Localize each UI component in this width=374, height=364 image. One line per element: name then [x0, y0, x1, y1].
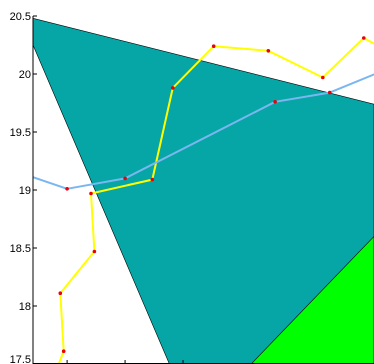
series-1-point — [92, 249, 97, 254]
series-1-point — [266, 49, 271, 53]
y-tick-label: 18.5 — [10, 243, 31, 255]
series-1-point — [171, 86, 175, 90]
filled-regions — [33, 17, 374, 364]
data-series — [24, 36, 374, 364]
y-tick-label: 19 — [19, 185, 31, 197]
series-1-point — [321, 75, 325, 80]
y-tick-label: 17.5 — [10, 354, 31, 364]
teal-region — [33, 17, 374, 364]
series-1-point — [58, 291, 63, 296]
y-tick-label: 18 — [19, 301, 31, 313]
y-tick-label: 19.5 — [10, 127, 31, 139]
series-2-point — [65, 187, 69, 191]
series-1-point — [61, 349, 66, 354]
series-1-point — [89, 191, 93, 196]
series-1-point — [211, 44, 216, 48]
series-1-line — [57, 37, 374, 364]
series-2-point — [123, 176, 127, 181]
y-tick-label: 20.5 — [10, 11, 31, 23]
series-2-point — [327, 90, 332, 95]
series-1-point — [362, 36, 366, 40]
green-region — [250, 235, 374, 364]
y-tick-label: 20 — [19, 69, 31, 81]
series-2-line — [33, 73, 374, 190]
series-2-point — [273, 100, 277, 104]
series-2-point — [24, 173, 28, 177]
series-1-point — [150, 177, 155, 182]
